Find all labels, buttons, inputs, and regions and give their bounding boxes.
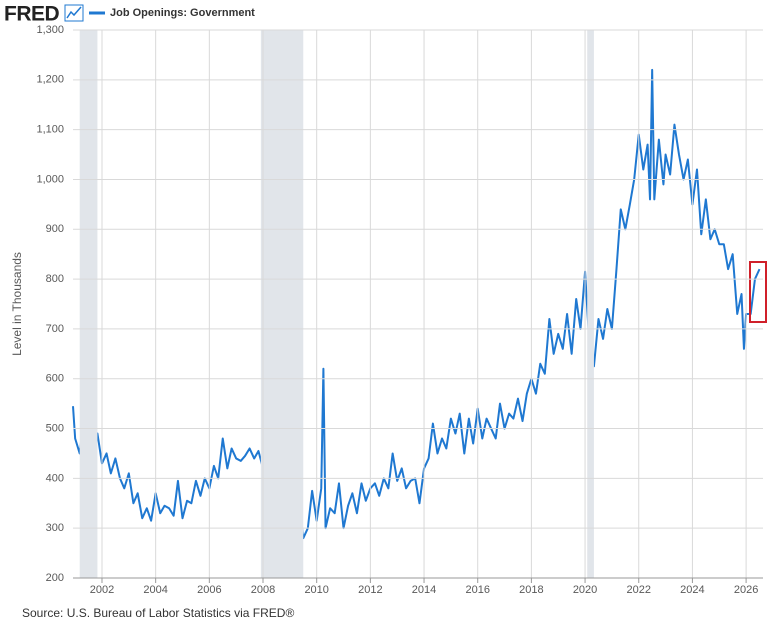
y-tick-label: 1,200 <box>36 74 64 86</box>
y-tick-label: 200 <box>46 572 64 584</box>
y-tick-label: 1,000 <box>36 173 64 185</box>
x-tick-label: 2018 <box>519 584 543 596</box>
y-tick-label: 900 <box>46 223 64 235</box>
x-tick-label: 2014 <box>412 584 436 596</box>
recession-band <box>79 30 98 578</box>
y-tick-label: 1,300 <box>36 24 64 36</box>
y-tick-label: 300 <box>46 522 64 534</box>
legend-label: Job Openings: Government <box>110 7 255 19</box>
x-tick-label: 2004 <box>143 584 167 596</box>
x-tick-label: 2002 <box>90 584 114 596</box>
x-tick-label: 2012 <box>358 584 382 596</box>
x-tick-label: 2016 <box>465 584 489 596</box>
x-tick-label: 2006 <box>197 584 221 596</box>
y-tick-label: 600 <box>46 373 64 385</box>
recession-band <box>587 30 594 578</box>
y-tick-label: 400 <box>46 472 64 484</box>
x-tick-label: 2024 <box>680 584 704 596</box>
brand-logo: FRED <box>4 3 60 26</box>
x-tick-label: 2026 <box>734 584 758 596</box>
recession-band <box>260 30 304 578</box>
x-tick-label: 2020 <box>573 584 597 596</box>
logo-icon-line <box>66 6 82 19</box>
y-tick-label: 700 <box>46 323 64 335</box>
y-tick-label: 1,100 <box>36 124 64 136</box>
y-axis-label: Level in Thousands <box>10 252 24 356</box>
x-tick-label: 2008 <box>251 584 275 596</box>
y-tick-label: 800 <box>46 273 64 285</box>
logo-icon <box>64 4 84 22</box>
x-tick-label: 2010 <box>304 584 328 596</box>
data-line <box>72 68 761 540</box>
source-note: Source: U.S. Bureau of Labor Statistics … <box>22 606 294 620</box>
y-tick-label: 500 <box>46 422 64 434</box>
highlight-box <box>749 261 767 323</box>
x-tick-label: 2022 <box>626 584 650 596</box>
